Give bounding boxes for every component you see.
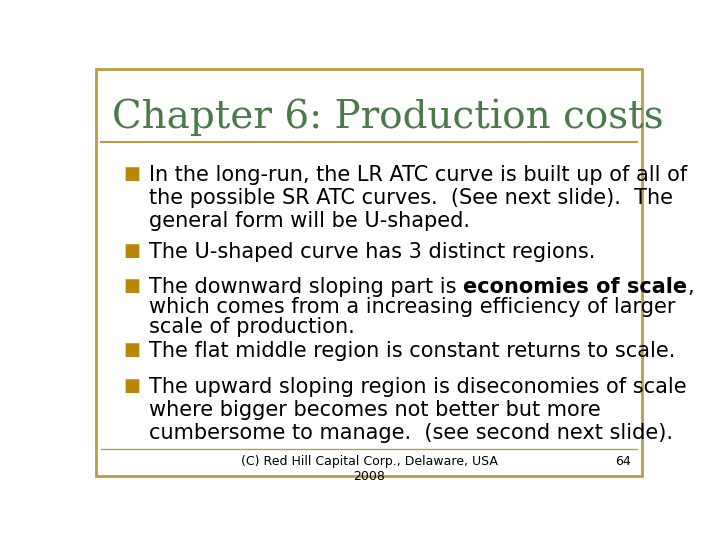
Text: scale of production.: scale of production. xyxy=(148,317,354,337)
Text: Chapter 6: Production costs: Chapter 6: Production costs xyxy=(112,98,664,136)
Text: ■: ■ xyxy=(123,165,140,183)
Text: 64: 64 xyxy=(616,455,631,468)
Text: In the long-run, the LR ATC curve is built up of all of
the possible SR ATC curv: In the long-run, the LR ATC curve is bui… xyxy=(148,165,687,231)
Text: ■: ■ xyxy=(123,277,140,295)
Text: The upward sloping region is diseconomies of scale
where bigger becomes not bett: The upward sloping region is diseconomie… xyxy=(148,377,686,443)
Text: which comes from a increasing efficiency of larger: which comes from a increasing efficiency… xyxy=(148,297,675,317)
Text: The U-shaped curve has 3 distinct regions.: The U-shaped curve has 3 distinct region… xyxy=(148,241,595,261)
Text: The downward sloping part is: The downward sloping part is xyxy=(148,277,463,297)
Text: ■: ■ xyxy=(123,341,140,359)
Text: (C) Red Hill Capital Corp., Delaware, USA
2008: (C) Red Hill Capital Corp., Delaware, US… xyxy=(240,455,498,483)
Text: economies of scale: economies of scale xyxy=(463,277,687,297)
Text: ,: , xyxy=(687,277,693,297)
Text: ■: ■ xyxy=(123,241,140,260)
Text: ■: ■ xyxy=(123,377,140,395)
FancyBboxPatch shape xyxy=(96,69,642,476)
Text: The flat middle region is constant returns to scale.: The flat middle region is constant retur… xyxy=(148,341,675,361)
